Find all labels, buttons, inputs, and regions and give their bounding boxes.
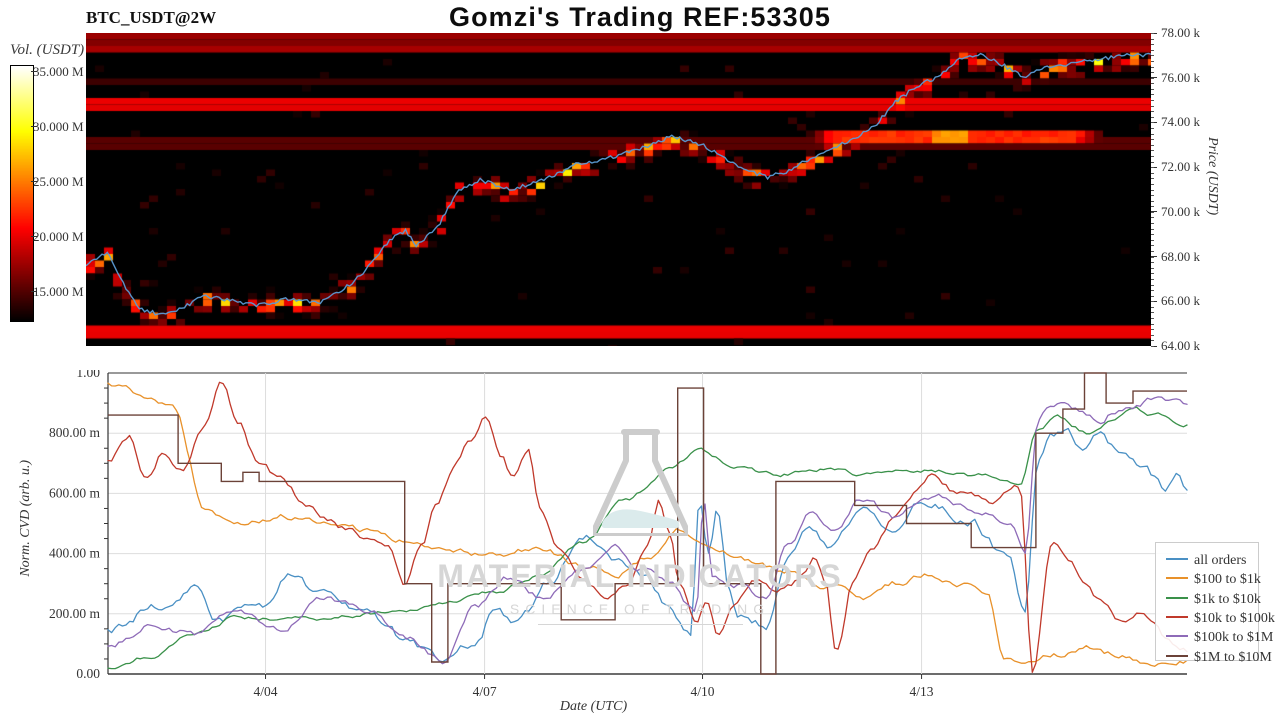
svg-text:800.00 m: 800.00 m [49, 425, 101, 440]
svg-text:0.00: 0.00 [76, 666, 100, 681]
svg-text:4/10: 4/10 [691, 684, 715, 699]
svg-text:4/13: 4/13 [910, 684, 934, 699]
svg-text:600.00 m: 600.00 m [49, 485, 101, 500]
svg-text:400.00 m: 400.00 m [49, 546, 101, 561]
svg-text:4/07: 4/07 [473, 684, 497, 699]
svg-text:4/04: 4/04 [254, 684, 278, 699]
svg-text:1.00: 1.00 [76, 370, 100, 380]
svg-text:200.00 m: 200.00 m [49, 606, 101, 621]
